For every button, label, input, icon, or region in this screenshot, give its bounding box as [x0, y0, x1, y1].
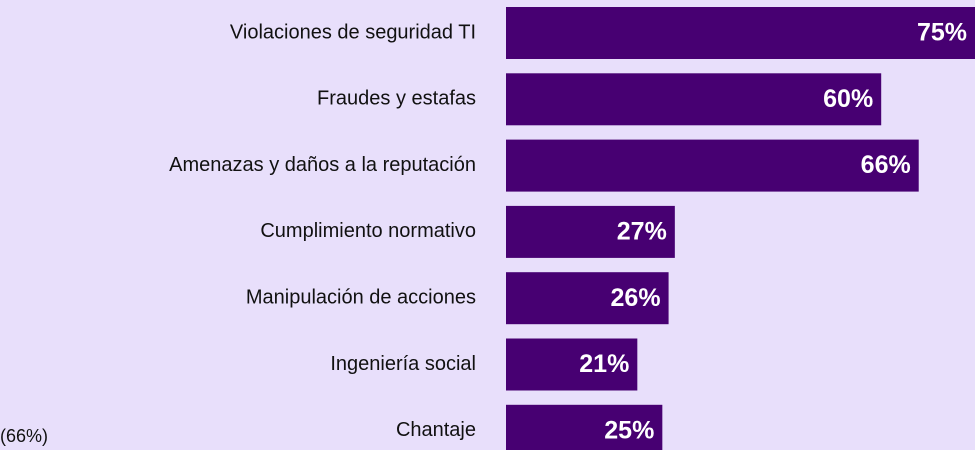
- category-label: Manipulación de acciones: [246, 286, 476, 308]
- category-label: Ingeniería social: [330, 353, 476, 375]
- category-label: Cumplimiento normativo: [260, 220, 476, 242]
- value-label: 26%: [611, 284, 661, 312]
- value-label: 21%: [579, 350, 629, 378]
- bar: [506, 7, 975, 59]
- value-label: 66%: [861, 151, 911, 179]
- bar: [506, 73, 882, 126]
- value-label: 25%: [604, 416, 654, 444]
- value-label: 75%: [917, 19, 967, 47]
- bar: [506, 404, 663, 450]
- annotation: (66%): [0, 426, 48, 446]
- value-label: 60%: [823, 85, 873, 113]
- bar: [506, 139, 919, 192]
- bar: [506, 338, 638, 391]
- bar: [506, 205, 675, 258]
- category-label: Fraudes y estafas: [317, 88, 476, 110]
- value-label: 27%: [617, 218, 667, 246]
- category-label: Violaciones de seguridad TI: [230, 21, 476, 43]
- bar: [506, 272, 669, 325]
- category-label: Amenazas y daños a la reputación: [169, 154, 476, 176]
- category-label: Chantaje: [396, 419, 476, 441]
